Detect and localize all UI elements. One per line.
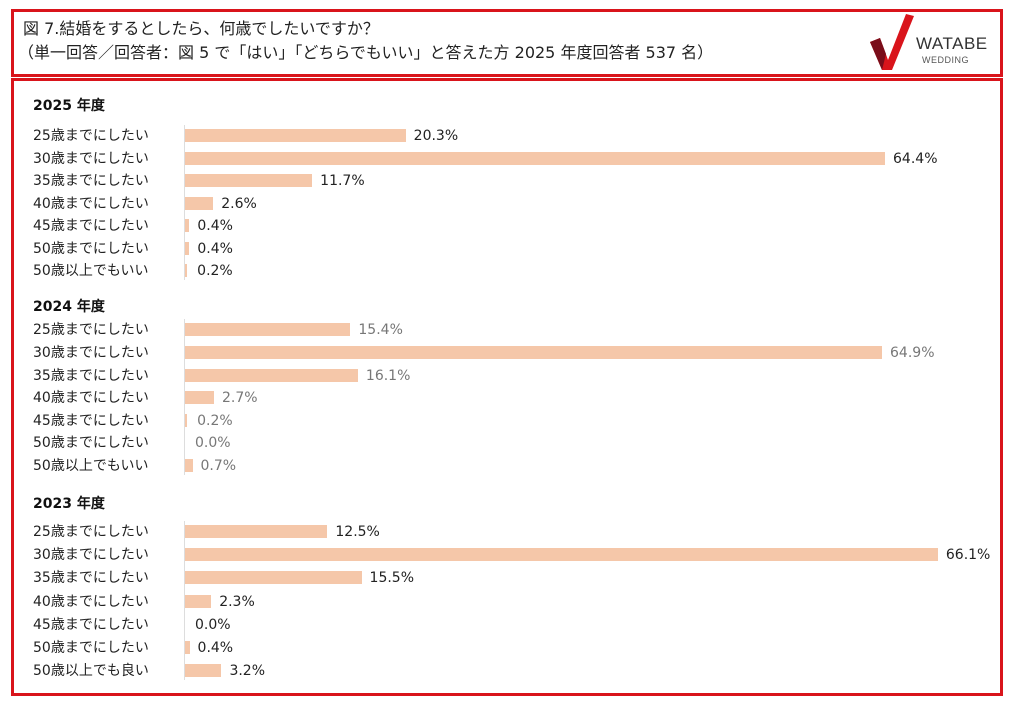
data-label: 11.7% bbox=[320, 173, 365, 189]
category-label: 50歳までにしたい bbox=[33, 435, 149, 451]
data-label: 0.2% bbox=[197, 413, 233, 429]
logo-text: WATABE bbox=[916, 34, 988, 53]
bar bbox=[185, 459, 193, 472]
bar bbox=[185, 664, 222, 677]
category-label: 50歳までにしたい bbox=[33, 640, 149, 656]
figure-subtitle: （単一回答／回答者：図 5 で「はい」「どちらでもいい」と答えた方 2025 年… bbox=[18, 43, 714, 62]
data-label: 20.3% bbox=[413, 128, 459, 144]
bar bbox=[185, 595, 212, 608]
data-label: 0.0% bbox=[195, 617, 231, 633]
panel-title: 2024 年度 bbox=[33, 299, 105, 315]
bar bbox=[185, 346, 883, 359]
data-label: 64.9% bbox=[890, 345, 935, 361]
body-frame bbox=[11, 78, 1003, 696]
data-label: 16.1% bbox=[365, 368, 411, 384]
header-frame bbox=[11, 9, 1003, 77]
data-label: 66.1% bbox=[945, 547, 991, 563]
bar bbox=[185, 571, 362, 584]
data-label: 2.7% bbox=[221, 390, 258, 406]
category-label: 30歳までにしたい bbox=[33, 547, 149, 563]
bar bbox=[185, 197, 214, 210]
category-label: 35歳までにしたい bbox=[33, 570, 149, 586]
bar bbox=[185, 152, 886, 165]
bar bbox=[185, 242, 190, 255]
bar bbox=[185, 323, 351, 336]
panel-title: 2025 年度 bbox=[33, 98, 105, 114]
figure-title: 図 7.結婚をするとしたら、何歳でしたいですか？ bbox=[23, 19, 379, 38]
bar bbox=[185, 391, 214, 404]
bar bbox=[185, 174, 313, 187]
category-label: 40歳までにしたい bbox=[33, 390, 149, 406]
panel-title: 2023 年度 bbox=[33, 496, 105, 512]
category-label: 35歳までにしたい bbox=[33, 173, 149, 189]
data-label: 3.2% bbox=[229, 663, 266, 679]
data-label: 2.3% bbox=[219, 594, 255, 610]
logo-subtext: WEDDING bbox=[922, 55, 969, 65]
category-label: 50歳以上でも良い bbox=[33, 663, 149, 679]
category-label: 45歳までにしたい bbox=[33, 218, 149, 234]
bar bbox=[185, 525, 328, 538]
watabe-logo: WATABE WEDDING bbox=[866, 12, 996, 72]
category-label: 30歳までにしたい bbox=[33, 151, 149, 167]
category-label: 25歳までにしたい bbox=[33, 128, 149, 144]
category-axis-line bbox=[184, 521, 185, 680]
data-label: 15.4% bbox=[358, 322, 403, 338]
bar bbox=[185, 414, 188, 427]
category-label: 35歳までにしたい bbox=[33, 368, 149, 384]
data-label: 15.5% bbox=[369, 570, 415, 586]
bar bbox=[185, 641, 190, 654]
category-label: 30歳までにしたい bbox=[33, 345, 149, 361]
category-label: 45歳までにしたい bbox=[33, 413, 149, 429]
category-label: 45歳までにしたい bbox=[33, 617, 149, 633]
data-label: 0.4% bbox=[197, 218, 233, 234]
category-label: 25歳までにしたい bbox=[33, 524, 149, 540]
category-label: 50歳以上でもいい bbox=[33, 263, 149, 279]
data-label: 64.4% bbox=[893, 151, 938, 167]
data-label: 12.5% bbox=[335, 524, 380, 540]
category-axis-line bbox=[184, 319, 185, 475]
checkmark-logo-icon bbox=[870, 14, 914, 70]
category-label: 50歳以上でもいい bbox=[33, 458, 149, 474]
data-label: 0.4% bbox=[197, 241, 233, 257]
data-label: 0.0% bbox=[195, 435, 231, 451]
data-label: 0.2% bbox=[197, 263, 233, 279]
category-axis-line bbox=[184, 125, 185, 280]
data-label: 2.6% bbox=[221, 196, 257, 212]
data-label: 0.4% bbox=[197, 640, 234, 656]
category-label: 40歳までにしたい bbox=[33, 196, 149, 212]
category-label: 25歳までにしたい bbox=[33, 322, 149, 338]
category-label: 50歳までにしたい bbox=[33, 241, 149, 257]
bar bbox=[185, 129, 406, 142]
data-label: 0.7% bbox=[200, 458, 237, 474]
bar bbox=[185, 219, 190, 232]
bar bbox=[185, 548, 938, 561]
category-label: 40歳までにしたい bbox=[33, 594, 149, 610]
bar bbox=[185, 369, 358, 382]
bar bbox=[185, 264, 188, 277]
